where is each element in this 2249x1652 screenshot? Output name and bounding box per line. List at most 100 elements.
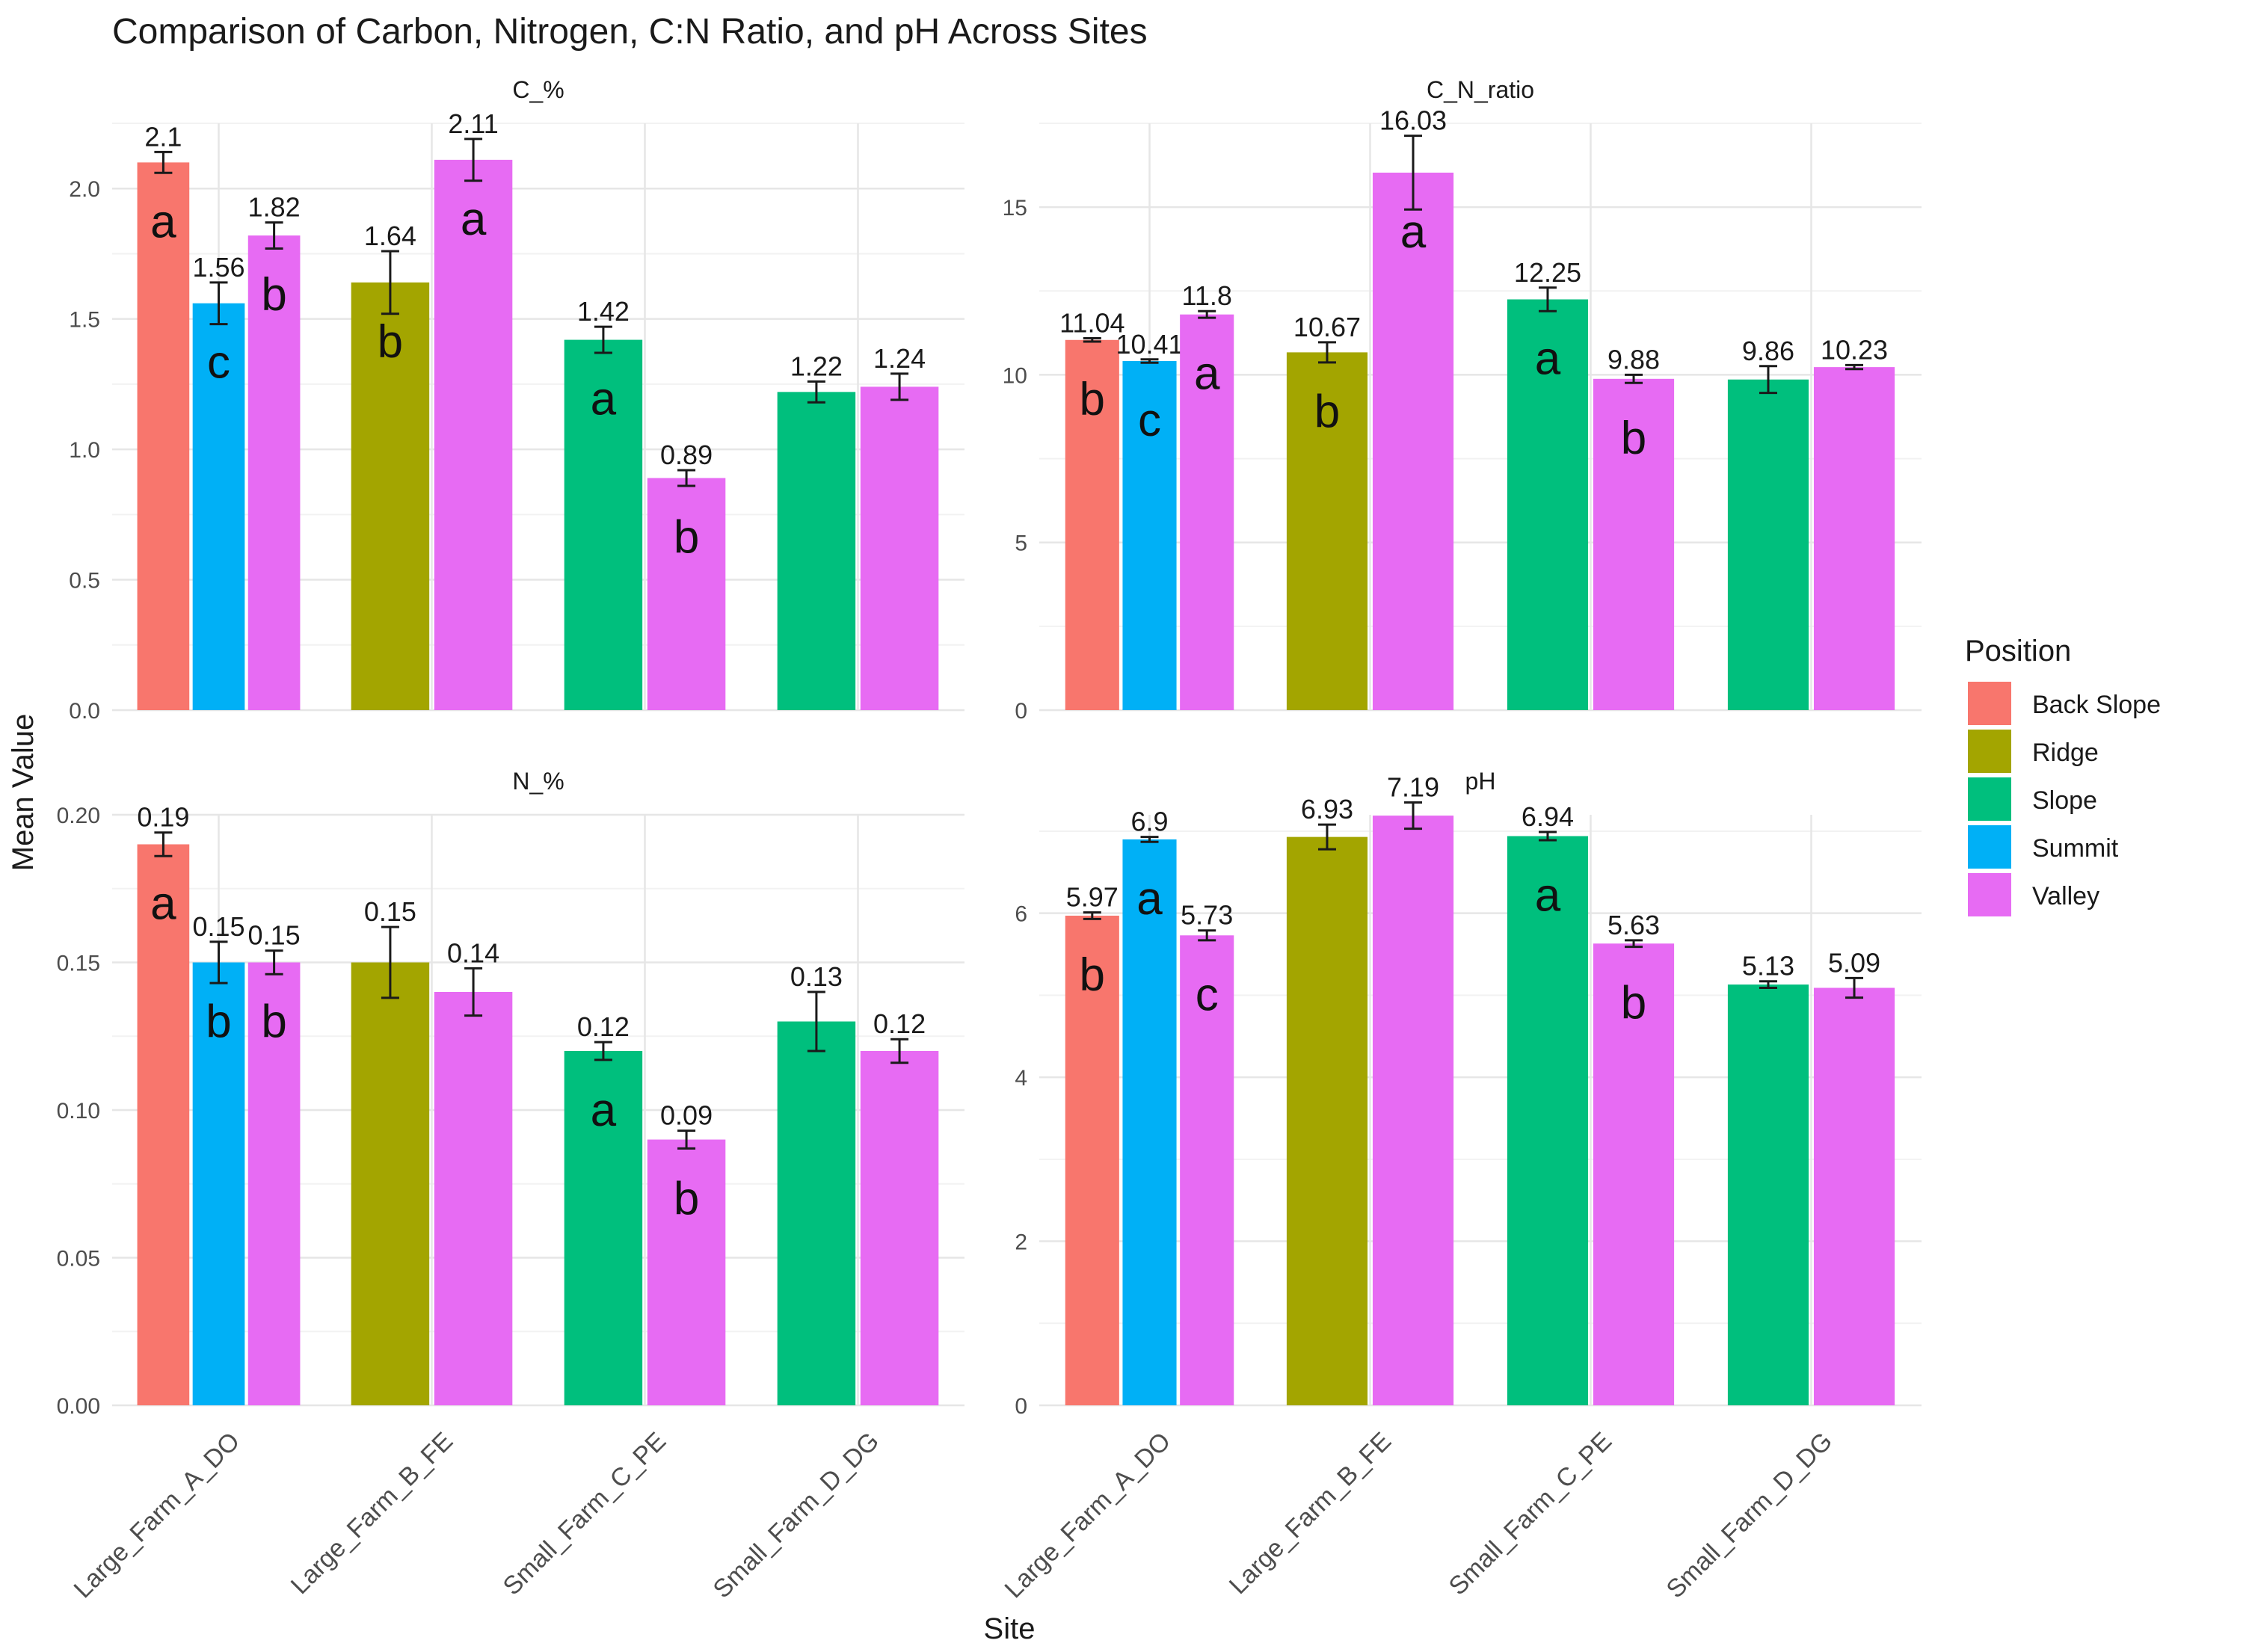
significance-letter: a — [150, 196, 176, 247]
significance-letter: b — [674, 1174, 699, 1225]
data-label: 6.9 — [1130, 807, 1168, 837]
data-label: 0.12 — [873, 1008, 926, 1039]
data-label: 1.64 — [364, 221, 416, 251]
facet-panel: pH 0 2 4 6 5.97 b 6.9 a 5.73 c 6.93 7.19 6.94 a 5.63 b 5.… — [999, 768, 1922, 1603]
y-tick-label: 0.15 — [57, 952, 100, 976]
y-tick-label: 0.20 — [57, 804, 100, 828]
legend-swatch — [1968, 777, 2011, 821]
significance-letter: b — [206, 996, 231, 1048]
data-label: 1.82 — [248, 192, 301, 223]
significance-letter: b — [1314, 386, 1340, 437]
data-label: 5.09 — [1828, 947, 1880, 978]
legend-swatch — [1968, 682, 2011, 725]
facet-title: C_N_ratio — [1427, 76, 1534, 103]
legend-label: Summit — [2032, 834, 2119, 863]
y-axis-label: Mean Value — [7, 714, 40, 872]
bar — [1122, 361, 1177, 710]
x-tick-label: Large_Farm_B_FE — [286, 1427, 458, 1600]
y-tick-label: 6 — [1015, 902, 1027, 927]
legend-label: Ridge — [2032, 739, 2099, 767]
data-label: 0.15 — [192, 911, 244, 942]
significance-letter: a — [461, 194, 487, 245]
legend-label: Back Slope — [2032, 691, 2161, 719]
bar — [647, 478, 726, 710]
significance-letter: b — [261, 269, 286, 321]
data-label: 12.25 — [1514, 257, 1581, 288]
significance-letter: a — [150, 878, 176, 930]
x-tick-label: Small_Farm_D_DG — [1661, 1427, 1839, 1604]
bar — [1065, 915, 1119, 1405]
significance-letter: a — [1535, 870, 1561, 922]
bar — [434, 992, 513, 1405]
bar — [192, 303, 245, 710]
significance-letter: a — [1535, 333, 1561, 385]
x-tick-label: Small_Farm_C_PE — [498, 1427, 672, 1601]
bar — [247, 235, 301, 710]
facet-title: C_% — [512, 76, 564, 103]
legend-swatch — [1968, 825, 2011, 869]
bar — [1372, 816, 1454, 1405]
bar — [351, 282, 430, 710]
significance-letter: c — [207, 337, 230, 389]
x-tick-label: Large_Farm_A_DO — [68, 1427, 245, 1604]
bar — [1813, 987, 1895, 1405]
x-axis-label: Site — [984, 1612, 1036, 1645]
legend-label: Slope — [2032, 786, 2097, 815]
significance-letter: a — [591, 374, 617, 425]
facet-panels: C_% 0.0 0.5 1.0 1.5 2.0 2.1 a 1.56 c 1.82 b 1.64 b 2.1… — [57, 76, 1922, 1603]
data-label: 10.67 — [1293, 312, 1361, 342]
data-label: 10.23 — [1821, 334, 1888, 365]
bar — [860, 1051, 939, 1405]
bar — [1507, 299, 1589, 710]
data-label: 0.15 — [364, 896, 416, 927]
facet-title: pH — [1465, 768, 1496, 795]
y-tick-label: 1.0 — [69, 438, 100, 463]
data-label: 5.73 — [1181, 900, 1233, 931]
y-tick-label: 0.00 — [57, 1394, 100, 1419]
significance-letter: a — [591, 1085, 617, 1136]
data-label: 6.93 — [1301, 794, 1353, 825]
bar — [1286, 352, 1368, 710]
bar — [777, 1021, 856, 1405]
bar — [564, 1051, 643, 1405]
data-label: 2.1 — [144, 121, 182, 152]
bar — [1813, 367, 1895, 710]
y-tick-label: 0.10 — [57, 1099, 100, 1124]
significance-letter: b — [378, 316, 403, 368]
y-tick-label: 0 — [1015, 699, 1027, 724]
bar — [1727, 379, 1809, 710]
bar — [1065, 339, 1119, 710]
bar — [860, 386, 939, 710]
bar — [777, 392, 856, 710]
data-label: 9.88 — [1607, 344, 1660, 375]
data-label: 0.09 — [660, 1100, 713, 1131]
bar — [564, 339, 643, 710]
data-label: 7.19 — [1387, 772, 1439, 803]
y-tick-label: 4 — [1015, 1066, 1027, 1091]
significance-letter: b — [1080, 949, 1105, 1001]
significance-letter: b — [1621, 413, 1646, 464]
data-label: 11.8 — [1181, 280, 1231, 311]
bar — [192, 962, 245, 1405]
data-label: 0.15 — [248, 920, 301, 951]
y-tick-label: 15 — [1003, 196, 1027, 221]
x-tick-label: Large_Farm_B_FE — [1224, 1427, 1397, 1600]
y-tick-label: 10 — [1003, 363, 1027, 388]
significance-letter: a — [1136, 873, 1163, 925]
bar — [1593, 378, 1675, 710]
x-tick-label: Large_Farm_A_DO — [999, 1427, 1176, 1604]
data-label: 1.24 — [873, 343, 926, 374]
data-label: 0.14 — [447, 937, 499, 968]
bar — [1180, 314, 1234, 711]
significance-letter: b — [261, 996, 286, 1048]
data-label: 1.22 — [790, 351, 843, 381]
bar — [1286, 836, 1368, 1405]
significance-letter: c — [1138, 395, 1161, 446]
y-tick-label: 1.5 — [69, 308, 100, 333]
legend-swatch — [1968, 873, 2011, 916]
significance-letter: b — [674, 511, 699, 563]
bar — [647, 1139, 726, 1405]
facet-panel: C_N_ratio 0 5 10 15 11.04 b 10.41 c 11.8 a 10.67 b 16… — [1003, 76, 1922, 724]
significance-letter: a — [1194, 348, 1220, 400]
